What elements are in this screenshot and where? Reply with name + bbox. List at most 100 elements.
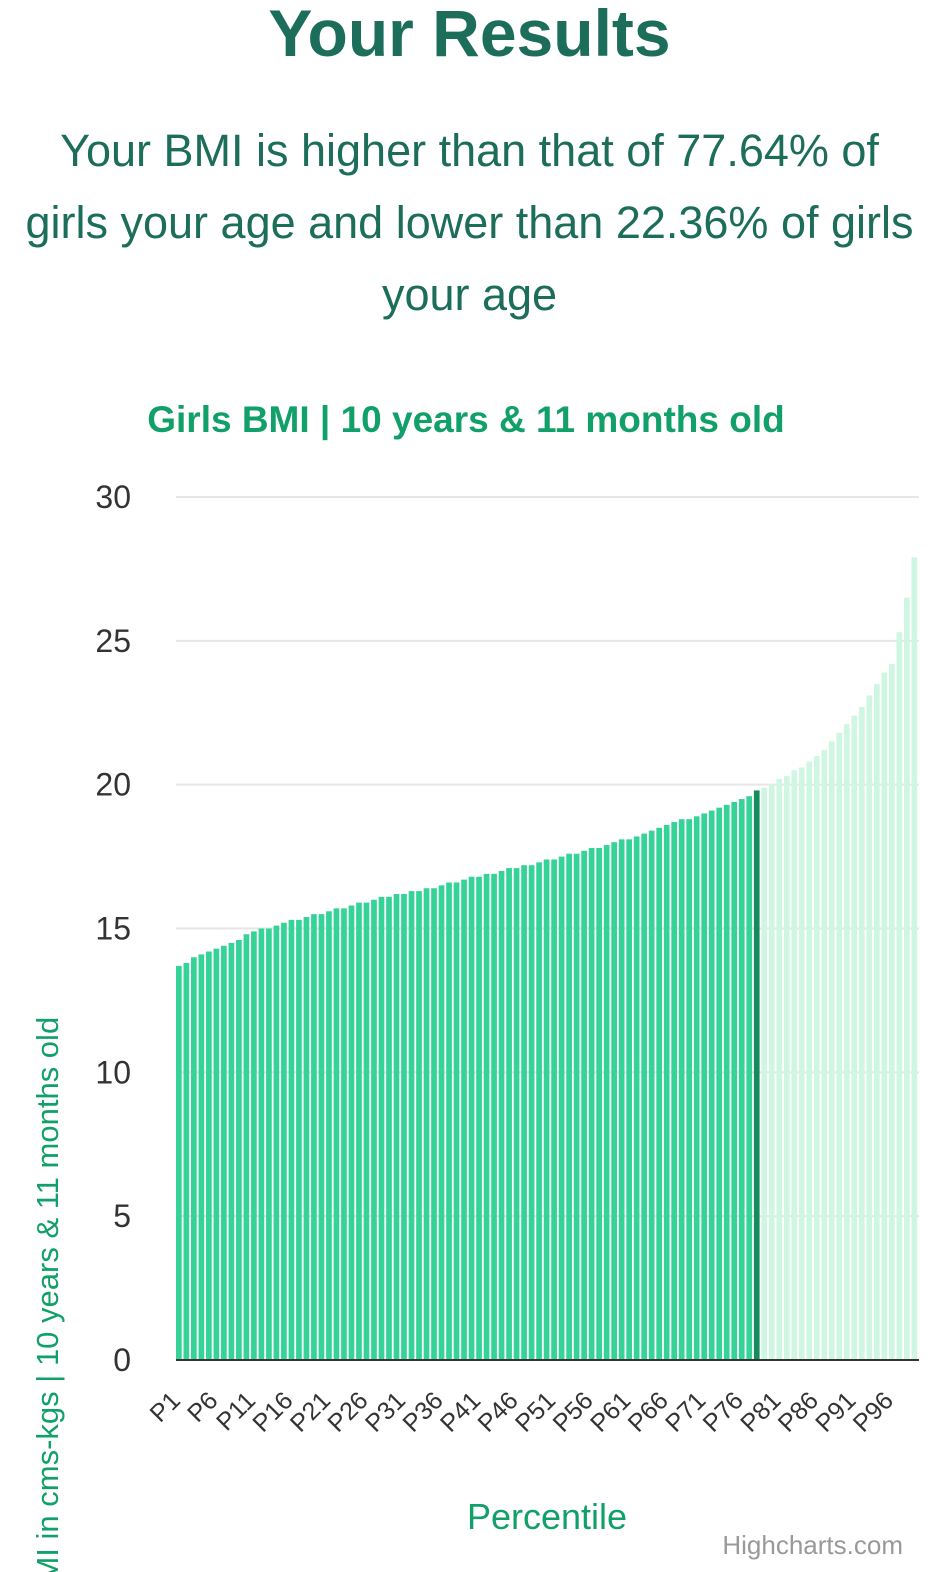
bar-p58[interactable]	[603, 845, 610, 1360]
bar-p62[interactable]	[633, 836, 640, 1360]
bar-p92[interactable]	[858, 707, 865, 1360]
bar-p26[interactable]	[363, 902, 370, 1360]
bar-p47[interactable]	[521, 865, 527, 1360]
bar-p86[interactable]	[813, 755, 820, 1360]
bar-p31[interactable]	[401, 893, 407, 1360]
bar-p1[interactable]	[176, 965, 182, 1360]
bar-p42[interactable]	[483, 873, 490, 1360]
bar-p27[interactable]	[371, 899, 377, 1360]
bar-p78[interactable]	[753, 790, 760, 1360]
bar-p67[interactable]	[671, 822, 678, 1360]
highcharts-credit[interactable]: Highcharts.com	[722, 1530, 903, 1560]
bar-p23[interactable]	[341, 908, 347, 1360]
bar-p59[interactable]	[611, 842, 617, 1360]
bar-p64[interactable]	[648, 830, 655, 1360]
bar-p90[interactable]	[843, 724, 850, 1360]
bar-p7[interactable]	[221, 945, 227, 1360]
bar-p75[interactable]	[731, 801, 738, 1360]
bar-p76[interactable]	[738, 799, 745, 1360]
bar-p56[interactable]	[588, 847, 595, 1360]
bar-p70[interactable]	[693, 816, 700, 1360]
bar-p71[interactable]	[701, 813, 708, 1360]
bar-p49[interactable]	[536, 862, 542, 1360]
bar-p38[interactable]	[453, 882, 460, 1360]
bar-p95[interactable]	[881, 672, 888, 1360]
bar-p83[interactable]	[791, 770, 798, 1360]
bar-p40[interactable]	[468, 876, 475, 1360]
bar-p61[interactable]	[626, 839, 633, 1360]
bar-p28[interactable]	[378, 896, 385, 1360]
bar-p84[interactable]	[798, 767, 805, 1360]
bar-p82[interactable]	[783, 776, 790, 1360]
bar-p35[interactable]	[431, 888, 437, 1360]
bar-p17[interactable]	[296, 919, 302, 1360]
bar-p15[interactable]	[281, 922, 287, 1360]
bar-p20[interactable]	[318, 914, 325, 1360]
bar-p48[interactable]	[528, 865, 535, 1360]
bar-p85[interactable]	[806, 761, 813, 1360]
bar-p11[interactable]	[251, 931, 257, 1360]
bar-p57[interactable]	[596, 847, 602, 1360]
bar-p30[interactable]	[393, 893, 400, 1360]
bar-p79[interactable]	[761, 787, 768, 1360]
bar-p88[interactable]	[828, 741, 835, 1360]
bar-p21[interactable]	[326, 911, 332, 1360]
bar-p51[interactable]	[551, 859, 557, 1360]
bar-p39[interactable]	[461, 879, 467, 1360]
bar-p72[interactable]	[708, 810, 715, 1360]
bar-p29[interactable]	[386, 896, 392, 1360]
bar-p81[interactable]	[776, 778, 783, 1360]
bar-p12[interactable]	[258, 928, 265, 1361]
bar-p9[interactable]	[236, 940, 242, 1360]
bar-p13[interactable]	[266, 928, 272, 1361]
bar-p37[interactable]	[446, 882, 452, 1360]
bar-p69[interactable]	[686, 819, 693, 1360]
bar-p66[interactable]	[663, 824, 670, 1360]
bar-p63[interactable]	[641, 833, 648, 1360]
bar-p25[interactable]	[356, 902, 362, 1360]
bar-p73[interactable]	[716, 807, 723, 1360]
bar-p16[interactable]	[288, 919, 295, 1360]
bar-p32[interactable]	[408, 891, 415, 1360]
bar-p50[interactable]	[543, 859, 550, 1360]
bar-p68[interactable]	[678, 819, 685, 1360]
bar-p34[interactable]	[423, 888, 430, 1360]
bar-p91[interactable]	[851, 715, 858, 1360]
bar-p96[interactable]	[888, 663, 895, 1360]
bar-p44[interactable]	[498, 870, 505, 1360]
bar-p36[interactable]	[438, 885, 445, 1360]
bar-p94[interactable]	[873, 683, 880, 1360]
bar-p65[interactable]	[656, 827, 663, 1360]
bar-p93[interactable]	[866, 695, 873, 1360]
bar-p10[interactable]	[243, 934, 250, 1360]
bar-p60[interactable]	[618, 839, 625, 1360]
bar-p77[interactable]	[746, 796, 753, 1360]
bar-p4[interactable]	[198, 954, 205, 1360]
bar-p87[interactable]	[821, 750, 828, 1360]
bar-p53[interactable]	[566, 853, 572, 1360]
bar-p19[interactable]	[311, 914, 317, 1360]
bar-p14[interactable]	[273, 925, 280, 1360]
bar-p98[interactable]	[903, 597, 910, 1360]
bar-p54[interactable]	[573, 853, 580, 1360]
bar-p89[interactable]	[836, 732, 843, 1360]
bar-p55[interactable]	[581, 850, 587, 1360]
bar-p80[interactable]	[768, 784, 775, 1360]
bar-p8[interactable]	[228, 942, 235, 1360]
bar-p52[interactable]	[558, 856, 565, 1360]
bar-p6[interactable]	[213, 948, 220, 1360]
bar-p2[interactable]	[183, 963, 190, 1360]
bar-p22[interactable]	[333, 908, 340, 1360]
bar-p5[interactable]	[206, 951, 212, 1360]
bar-p99[interactable]	[911, 557, 918, 1360]
bar-p46[interactable]	[513, 868, 520, 1360]
bar-p33[interactable]	[416, 891, 422, 1360]
bar-p97[interactable]	[896, 632, 903, 1360]
bar-p74[interactable]	[723, 804, 730, 1360]
bar-p18[interactable]	[303, 916, 310, 1360]
bar-p43[interactable]	[491, 873, 497, 1360]
bar-p24[interactable]	[348, 905, 355, 1360]
bar-p41[interactable]	[476, 876, 482, 1360]
bar-p3[interactable]	[191, 957, 197, 1360]
bar-p45[interactable]	[506, 868, 512, 1360]
